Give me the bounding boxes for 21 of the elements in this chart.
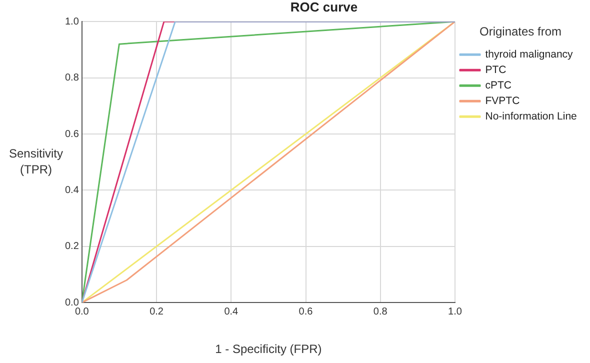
legend-label: PTC <box>485 64 507 76</box>
x-tick-label: 0.6 <box>298 306 314 318</box>
legend-label: thyroid malignancy <box>485 48 574 61</box>
y-tick-label: 0.0 <box>64 297 80 308</box>
x-tick-label: 1.0 <box>448 306 462 318</box>
y-tick-label: 0.2 <box>64 241 80 252</box>
y-tick-label: 0.6 <box>64 128 80 140</box>
y-axis-title: Sensitivity (TPR) <box>8 146 64 176</box>
x-tick-label: 0.0 <box>74 306 90 318</box>
x-tick-label: 0.2 <box>150 306 164 318</box>
y-tick-label: 0.4 <box>64 184 80 196</box>
legend-label: FVPTC <box>485 95 520 108</box>
legend-label: cPTC <box>485 80 512 92</box>
x-axis-title: 1 - Specificity (FPR) <box>215 342 322 356</box>
legend-label: No-information Line <box>485 110 578 123</box>
x-tick-label: 0.4 <box>224 306 239 318</box>
y-tick-label: 1.0 <box>64 16 80 28</box>
chart-title: ROC curve <box>290 0 358 14</box>
legend-title: Originates from <box>479 24 562 38</box>
x-tick-label: 0.8 <box>373 306 388 318</box>
y-tick-label: 0.8 <box>64 72 80 84</box>
